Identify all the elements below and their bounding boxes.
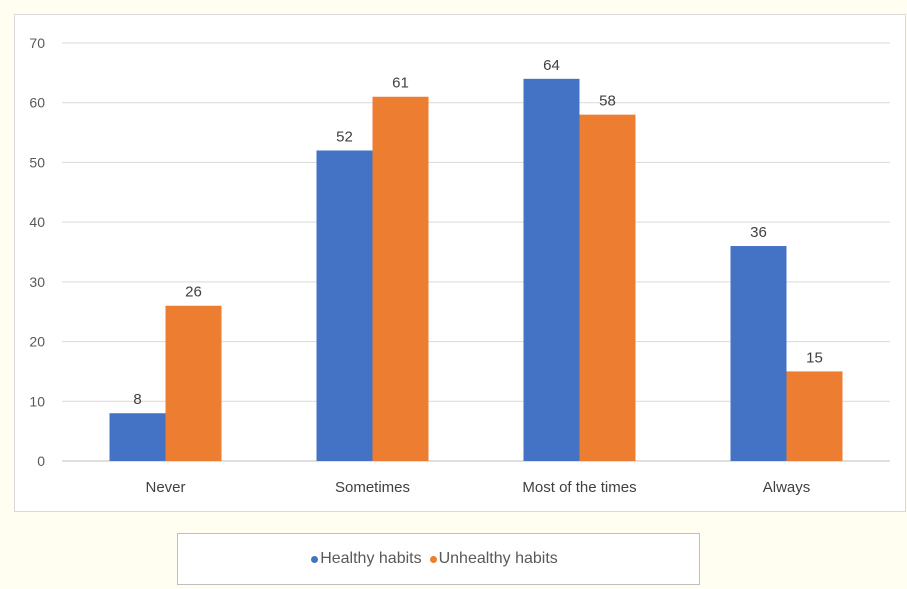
legend-marker-icon [311,555,319,563]
x-tick-label: Sometimes [335,479,410,496]
bars [109,78,843,462]
bar [165,305,222,461]
legend-marker-icon [429,555,437,563]
legend-label: Unhealthy habits [438,550,558,567]
legend-label: Healthy habits [320,550,422,567]
data-label: 52 [336,128,353,145]
data-label: 15 [806,349,823,366]
legend-item: Unhealthy habits [429,550,558,568]
y-tick-label: 20 [29,334,45,350]
data-label: 61 [392,75,409,92]
legend: Healthy habits Unhealthy habits [177,533,700,585]
data-labels: 8 26 52 61 64 58 36 15 [133,57,823,408]
bar [109,413,166,461]
data-label: 26 [185,284,202,301]
data-label: 8 [133,391,141,408]
x-tick-label: Never [145,479,185,496]
x-tick-label: Most of the times [522,479,636,496]
bar [372,96,429,461]
data-label: 64 [543,57,560,74]
y-axis-tick-labels: 0 10 20 30 40 50 60 70 [29,35,45,469]
bar [523,78,580,461]
y-tick-label: 60 [29,95,45,111]
bar [579,114,636,462]
y-tick-label: 70 [29,35,45,51]
bar [786,371,843,461]
bar [730,246,787,461]
x-tick-label: Always [763,479,811,496]
x-axis-category-labels: Never Sometimes Most of the times Always [145,479,810,496]
bar [316,150,373,461]
y-tick-label: 0 [37,453,45,469]
y-tick-label: 40 [29,214,45,230]
data-label: 36 [750,224,767,241]
y-tick-label: 30 [29,274,45,290]
data-label: 58 [599,93,616,110]
legend-item: Healthy habits [311,550,422,568]
y-tick-label: 50 [29,154,45,170]
y-tick-label: 10 [29,393,45,409]
